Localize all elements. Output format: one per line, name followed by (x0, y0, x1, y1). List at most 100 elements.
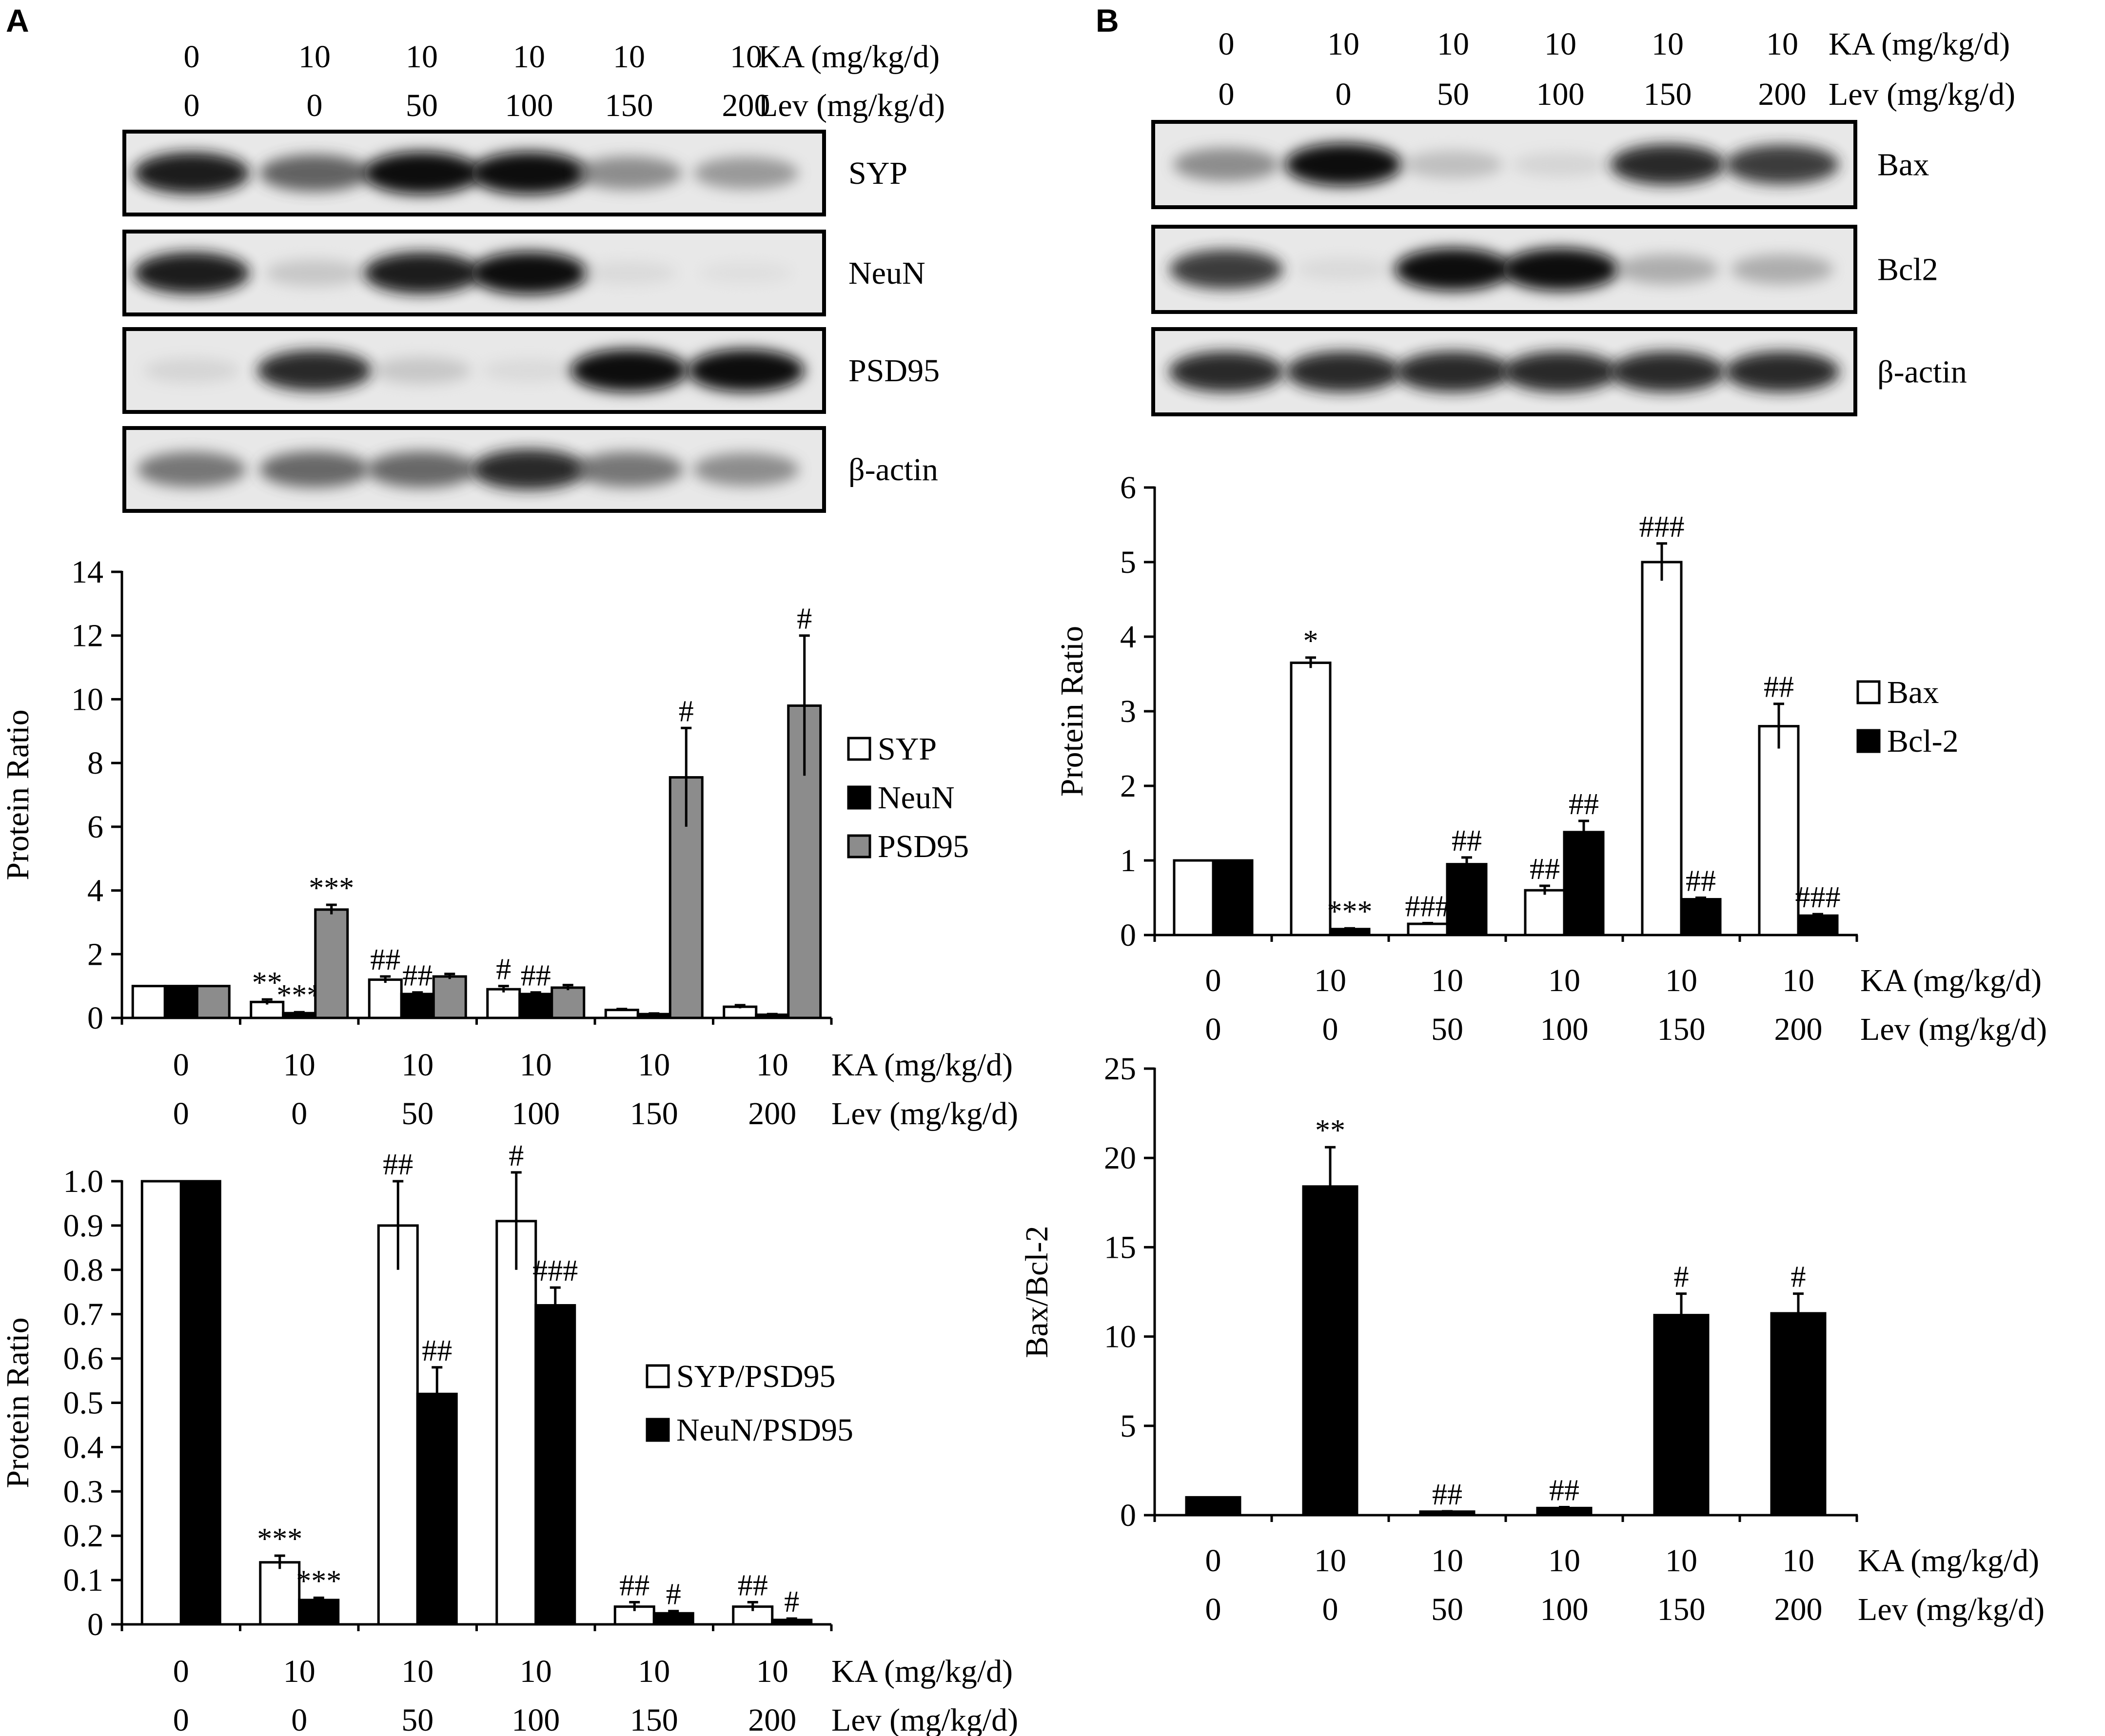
blot-band (471, 152, 588, 195)
blot-band (699, 261, 793, 285)
blot-band (364, 252, 480, 294)
blot-band (1503, 351, 1618, 392)
blot-band (1512, 152, 1609, 177)
y-tick-label: 0.9 (63, 1208, 104, 1244)
panel-letter-a: A (6, 2, 29, 39)
legend-label: SYP/PSD95 (676, 1359, 836, 1394)
x-row-label: KA (mg/kg/d) (831, 1654, 1013, 1689)
bar (196, 985, 231, 1019)
blot-lev-value: 200 (1758, 77, 1807, 112)
significance-label: ## (1432, 1478, 1462, 1511)
blot-strip-label: NeuN (848, 255, 925, 291)
significance-label: # (496, 953, 511, 986)
x-tick-label: 150 (1657, 1012, 1706, 1047)
x-tick-label: 150 (1657, 1592, 1706, 1627)
significance-label: ### (1405, 890, 1451, 923)
blot-band (143, 358, 240, 383)
legend-label: NeuN (878, 780, 955, 816)
x-tick-label: 10 (1665, 1543, 1697, 1579)
significance-label: ## (370, 943, 400, 976)
blot-band (1395, 248, 1512, 291)
blot-lev-value: 100 (505, 88, 553, 123)
significance-label: ### (532, 1254, 578, 1287)
y-tick-label: 1.0 (63, 1164, 104, 1199)
blot-band (472, 449, 587, 490)
blot-ka-value: 10 (1766, 26, 1798, 62)
y-tick-label: 4 (1120, 619, 1136, 655)
blot-band (1610, 351, 1725, 392)
bar (723, 1005, 758, 1019)
x-tick-label: 50 (1431, 1592, 1463, 1627)
bar (179, 1180, 221, 1626)
y-tick-label: 1 (1120, 843, 1136, 878)
blot-band (363, 152, 480, 195)
x-row-label: Lev (mg/kg/d) (831, 1702, 1018, 1736)
x-tick-label: 50 (401, 1096, 433, 1131)
chart-a-ratio-to-psd95: 0 0.1 0.2 0.3 0.4 0.5 0.6 0.7 0.8 0.9 1.0 Protein R… (0, 1139, 1018, 1736)
bar (604, 1009, 639, 1019)
x-tick-label: 0 (173, 1096, 189, 1131)
blot-lev-value: 150 (605, 88, 653, 123)
x-tick-label: 200 (1774, 1592, 1823, 1627)
bar (1185, 1496, 1241, 1517)
y-tick-label: 0.8 (63, 1252, 104, 1288)
y-tick-label: 0 (1120, 917, 1136, 953)
x-tick-label: 150 (630, 1096, 678, 1131)
x-tick-label: 50 (1431, 1012, 1463, 1047)
chart-a-protein-ratio: 0 2 4 6 8 10 12 14 Protein Ratio 0 10 10 10 10 10 KA (m… (0, 554, 1018, 1131)
y-tick-label: 4 (87, 873, 103, 909)
bar (314, 908, 349, 1019)
y-tick-label: 10 (1104, 1319, 1136, 1355)
x-tick-label: 0 (1322, 1592, 1338, 1627)
bar (518, 993, 553, 1019)
significance-label: ## (521, 959, 551, 993)
blot-band (1286, 351, 1401, 392)
x-tick-label: 10 (1782, 963, 1814, 998)
bar (1407, 922, 1449, 936)
blot-band (1285, 143, 1402, 186)
blot-band (574, 451, 684, 488)
bar (432, 975, 467, 1019)
significance-label: ## (738, 1569, 768, 1602)
bar (1536, 1506, 1593, 1517)
x-tick-label: 10 (1782, 1543, 1814, 1579)
x-tick-label: 200 (748, 1702, 796, 1736)
x-tick-label: 100 (1540, 1592, 1589, 1627)
bar (1212, 859, 1254, 936)
panel-letter-b: B (1096, 2, 1119, 39)
significance-label: ## (383, 1148, 413, 1181)
x-tick-label: 0 (173, 1702, 189, 1736)
y-axis-label: Protein Ratio (1054, 626, 1090, 797)
blot-band (571, 349, 688, 392)
blot-ka-label: KA (mg/kg/d) (758, 39, 940, 75)
x-tick-label: 100 (1540, 1012, 1589, 1047)
blot-strip-label: PSD95 (848, 353, 940, 389)
x-tick-label: 10 (638, 1654, 670, 1689)
bar (1653, 1314, 1710, 1517)
significance-label: *** (257, 1522, 302, 1556)
blot-band (1173, 148, 1279, 181)
significance-label: # (679, 695, 694, 728)
blot-lev-value: 100 (1536, 77, 1585, 112)
legend-swatch (1856, 729, 1881, 753)
blot-ka-value: 10 (1437, 26, 1469, 62)
blot-strip-label: SYP (848, 156, 907, 191)
x-tick-label: 10 (283, 1654, 315, 1689)
significance-label: *** (296, 1564, 341, 1598)
blot-ka-value: 10 (513, 39, 545, 75)
significance-label: # (784, 1585, 799, 1619)
blot-band (481, 358, 577, 383)
bar (1329, 928, 1371, 936)
significance-label: ## (402, 959, 433, 993)
significance-label: ** (252, 966, 282, 999)
bar (1770, 1312, 1827, 1517)
blot-band (1403, 150, 1503, 179)
bar (1290, 662, 1332, 936)
significance-label: # (509, 1139, 524, 1172)
y-tick-label: 6 (87, 809, 103, 845)
blot-band (137, 451, 246, 488)
blot-band (372, 357, 472, 384)
legend-swatch (847, 785, 871, 810)
x-tick-label: 0 (291, 1702, 307, 1736)
